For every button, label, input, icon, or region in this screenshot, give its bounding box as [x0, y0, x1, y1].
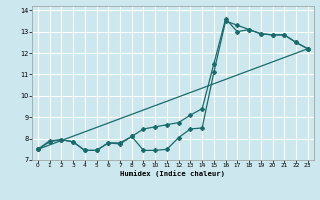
X-axis label: Humidex (Indice chaleur): Humidex (Indice chaleur)	[120, 171, 225, 177]
